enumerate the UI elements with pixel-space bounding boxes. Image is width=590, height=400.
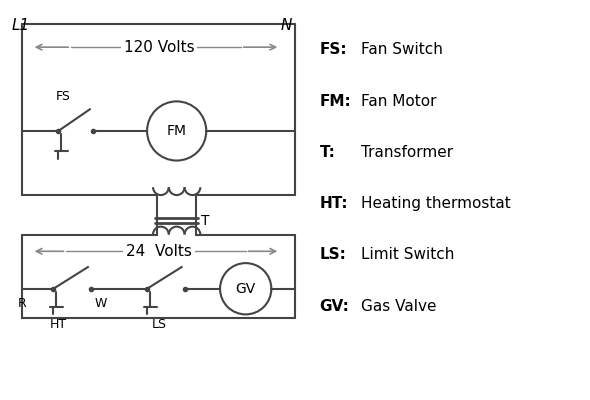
Text: 120 Volts: 120 Volts xyxy=(123,40,194,55)
Text: FS: FS xyxy=(56,90,71,103)
Text: LS:: LS: xyxy=(320,247,346,262)
Text: N: N xyxy=(280,18,291,32)
Text: Heating thermostat: Heating thermostat xyxy=(361,196,511,211)
Text: FS:: FS: xyxy=(320,42,348,57)
Text: 24  Volts: 24 Volts xyxy=(126,244,192,259)
Text: Fan Motor: Fan Motor xyxy=(361,94,437,108)
Text: T: T xyxy=(201,214,210,228)
Text: HT:: HT: xyxy=(320,196,348,211)
Text: HT: HT xyxy=(50,318,67,331)
Text: FM: FM xyxy=(166,124,186,138)
Text: GV: GV xyxy=(235,282,256,296)
Text: L1: L1 xyxy=(12,18,30,32)
Text: Limit Switch: Limit Switch xyxy=(361,247,454,262)
Text: GV:: GV: xyxy=(320,299,349,314)
Text: Gas Valve: Gas Valve xyxy=(361,299,437,314)
Text: R: R xyxy=(18,297,26,310)
Text: FM:: FM: xyxy=(320,94,352,108)
Text: Transformer: Transformer xyxy=(361,145,453,160)
Text: Fan Switch: Fan Switch xyxy=(361,42,443,57)
Text: T:: T: xyxy=(320,145,336,160)
Text: W: W xyxy=(95,297,107,310)
Text: LS: LS xyxy=(152,318,166,331)
